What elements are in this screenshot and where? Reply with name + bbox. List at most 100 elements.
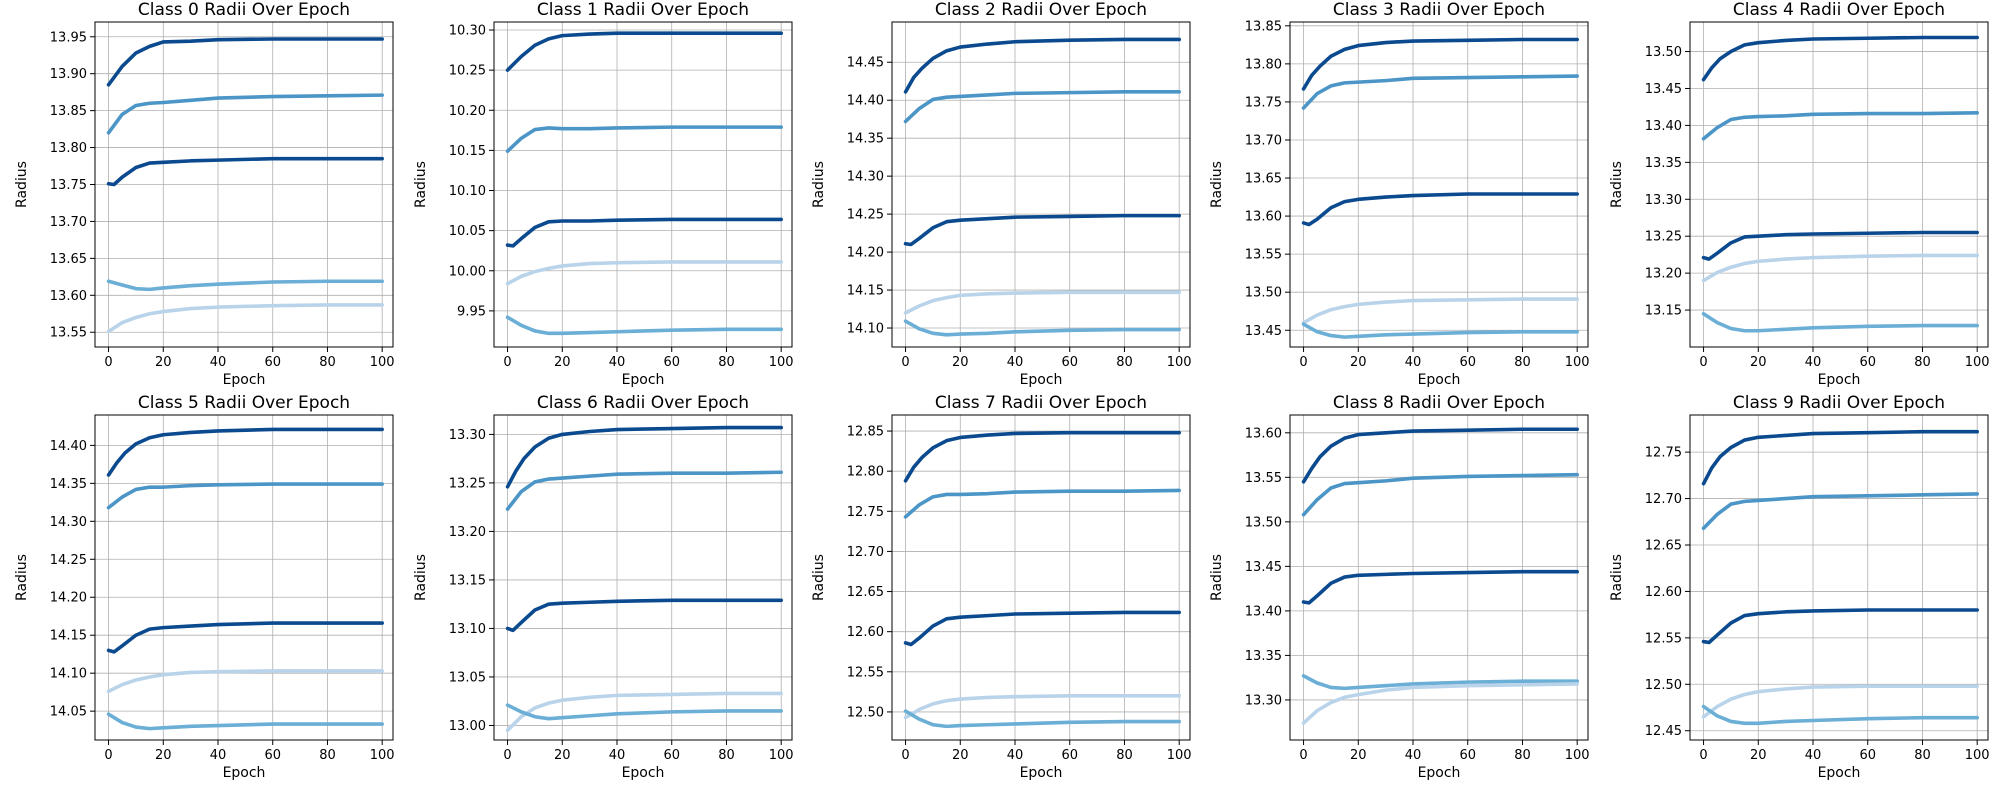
y-tick-label: 12.70: [847, 545, 884, 560]
series-line-1: [1301, 74, 1579, 110]
x-tick-label: 0: [1299, 355, 1307, 370]
plot-frame: [493, 414, 793, 741]
chart-title: Class 7 Radii Over Epoch: [935, 393, 1147, 413]
subplot-class-9: 0 20 40 60 80 100 12.45 12.50 12.55 12.60 12.65 12.…: [1609, 393, 1990, 781]
subplot-class-1: 0 20 40 60 80 100 9.95 10.00 10.05 10.10 10.15 10.2…: [413, 0, 794, 388]
y-axis-label: Radius: [413, 161, 429, 208]
y-tick-label: 9.95: [457, 304, 486, 319]
series-line-1: [505, 470, 783, 511]
x-tick-label: 100: [1565, 748, 1590, 763]
x-tick-label: 40: [1405, 748, 1422, 763]
y-tick-label: 13.45: [1245, 560, 1282, 575]
y-tick-label: 13.55: [1245, 248, 1282, 263]
plot-frame: [493, 21, 793, 348]
plot-frame: [891, 414, 1191, 741]
chart-title: Class 6 Radii Over Epoch: [537, 393, 749, 413]
x-tick-label: 60: [663, 748, 680, 763]
chart-title: Class 9 Radii Over Epoch: [1733, 393, 1945, 413]
y-tick-label: 14.40: [50, 439, 87, 454]
series-line-4: [1301, 682, 1579, 725]
x-tick-label: 40: [1007, 355, 1024, 370]
x-tick-label: 20: [1750, 355, 1767, 370]
y-tick-label: 13.30: [1645, 193, 1682, 208]
chart-title: Class 5 Radii Over Epoch: [138, 393, 350, 413]
x-axis-label: Epoch: [1818, 765, 1861, 781]
x-tick-label: 80: [1514, 355, 1531, 370]
x-tick-label: 40: [1805, 748, 1822, 763]
y-tick-label: 12.80: [847, 465, 884, 480]
x-tick-label: 80: [319, 355, 336, 370]
y-tick-label: 13.20: [1645, 267, 1682, 282]
series-line-1: [903, 90, 1181, 124]
x-tick-label: 20: [155, 355, 172, 370]
x-tick-label: 100: [1167, 355, 1192, 370]
y-tick-label: 13.05: [449, 670, 486, 685]
chart-title: Class 0 Radii Over Epoch: [138, 0, 350, 20]
x-tick-label: 40: [1805, 355, 1822, 370]
y-tick-label: 13.55: [1245, 471, 1282, 486]
series-line-3: [106, 669, 384, 694]
x-tick-label: 20: [1350, 748, 1367, 763]
y-tick-label: 14.05: [50, 705, 87, 720]
y-tick-label: 14.15: [50, 629, 87, 644]
y-tick-label: 12.45: [1645, 724, 1682, 739]
x-tick-label: 60: [264, 355, 281, 370]
y-tick-label: 13.30: [1245, 693, 1282, 708]
series-line-4: [505, 703, 783, 721]
y-tick-label: 14.30: [847, 170, 884, 185]
y-tick-label: 14.25: [50, 553, 87, 568]
subplot-class-4: 0 20 40 60 80 100 13.15 13.20 13.25 13.30 13.35 13.…: [1609, 0, 1990, 388]
y-tick-label: 14.45: [847, 56, 884, 71]
series-line-2: [505, 598, 783, 633]
series-line-0: [106, 427, 384, 477]
y-tick-label: 12.75: [847, 505, 884, 520]
series-line-0: [505, 425, 783, 489]
y-tick-label: 14.25: [847, 208, 884, 223]
y-tick-label: 13.20: [449, 525, 486, 540]
y-tick-label: 10.15: [449, 144, 486, 159]
x-tick-label: 100: [769, 748, 794, 763]
y-tick-label: 12.75: [1645, 446, 1682, 461]
x-tick-label: 60: [1459, 355, 1476, 370]
x-tick-label: 20: [554, 355, 571, 370]
y-tick-label: 13.50: [1245, 286, 1282, 301]
x-tick-label: 40: [210, 355, 227, 370]
x-tick-label: 100: [769, 355, 794, 370]
series-line-1: [106, 482, 384, 510]
series-line-2: [106, 621, 384, 654]
plot-frame: [1689, 21, 1989, 348]
x-tick-label: 0: [503, 748, 511, 763]
chart-title: Class 8 Radii Over Epoch: [1333, 393, 1545, 413]
subplot-class-8: 0 20 40 60 80 100 13.30 13.35 13.40 13.45 13.50 13.…: [1209, 393, 1590, 781]
series-line-0: [1301, 37, 1579, 91]
y-tick-label: 13.15: [449, 573, 486, 588]
y-tick-label: 13.80: [50, 141, 87, 156]
x-tick-label: 0: [1299, 748, 1307, 763]
y-tick-label: 13.25: [449, 476, 486, 491]
series-line-2: [106, 156, 384, 187]
subplot-class-6: 0 20 40 60 80 100 13.00 13.05 13.10 13.15 13.20 13.…: [413, 393, 794, 781]
x-tick-label: 80: [1514, 748, 1531, 763]
y-tick-label: 12.65: [1645, 539, 1682, 554]
series-line-1: [106, 93, 384, 135]
x-tick-label: 80: [1914, 355, 1931, 370]
series-line-4: [903, 319, 1181, 337]
y-tick-label: 12.65: [847, 585, 884, 600]
subplot-class-5: 0 20 40 60 80 100 14.05 14.10 14.15 14.20 14.25 14.…: [14, 393, 395, 781]
x-tick-label: 0: [901, 355, 909, 370]
y-axis-label: Radius: [811, 554, 827, 601]
series-line-0: [903, 430, 1181, 483]
y-tick-label: 13.60: [1245, 210, 1282, 225]
x-tick-label: 20: [155, 748, 172, 763]
y-tick-label: 13.85: [1245, 19, 1282, 34]
chart-title: Class 1 Radii Over Epoch: [537, 0, 749, 20]
series-line-2: [1301, 192, 1579, 227]
x-axis-label: Epoch: [1818, 372, 1861, 388]
y-tick-label: 12.60: [847, 625, 884, 640]
series-line-1: [1701, 111, 1979, 141]
x-tick-label: 100: [1565, 355, 1590, 370]
subplot-class-7: 0 20 40 60 80 100 12.50 12.55 12.60 12.65 12.70 12.…: [811, 393, 1192, 781]
x-tick-label: 100: [1965, 355, 1990, 370]
y-tick-label: 12.50: [1645, 678, 1682, 693]
x-tick-label: 40: [1007, 748, 1024, 763]
